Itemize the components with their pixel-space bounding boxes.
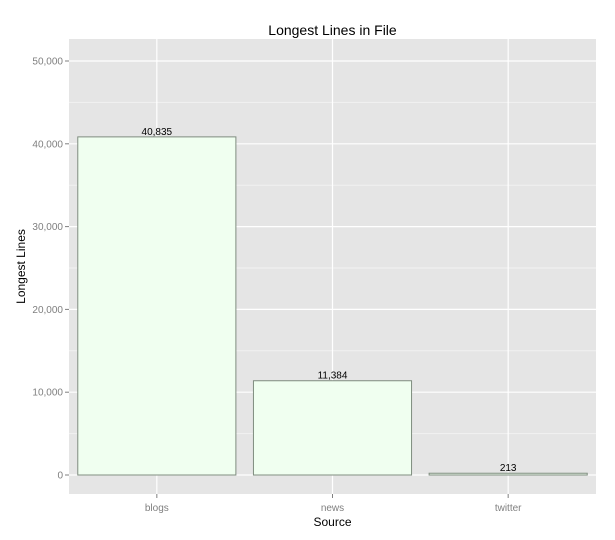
y-tick-label: 50,000: [32, 57, 63, 68]
chart-title: Longest Lines in File: [268, 22, 397, 38]
y-tick-label: 0: [57, 471, 63, 482]
y-axis: 0 10,000 20,000 30,000 40,000 50,000: [32, 57, 69, 482]
x-tick-label-twitter: twitter: [495, 503, 522, 514]
x-tick-label-blogs: blogs: [145, 503, 169, 514]
y-tick-label: 40,000: [32, 139, 63, 150]
data-label-twitter: 213: [500, 463, 517, 474]
y-tick-label: 10,000: [32, 388, 63, 399]
bar-blogs: [77, 136, 237, 476]
x-axis-title: Source: [313, 515, 351, 529]
data-label-blogs: 40,835: [142, 127, 173, 138]
y-tick-label: 20,000: [32, 305, 63, 316]
y-axis-title: Longest Lines: [14, 229, 28, 304]
data-labels: 40,835 11,384 213: [142, 127, 517, 474]
data-label-news: 11,384: [318, 371, 348, 382]
bar-twitter: [428, 472, 588, 476]
x-tick-label-news: news: [321, 503, 344, 514]
x-axis: blogs news twitter: [145, 494, 522, 514]
y-tick-label: 30,000: [32, 222, 63, 233]
bars: [77, 136, 588, 476]
bar-news: [252, 380, 413, 476]
